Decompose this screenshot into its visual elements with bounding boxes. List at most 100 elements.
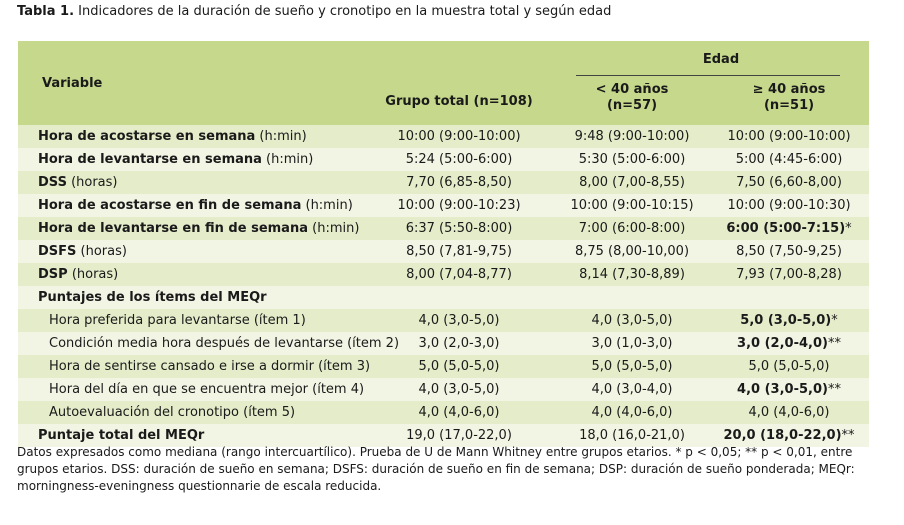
table-row: Hora de levantarse en fin de semana (h:m… [18,217,869,240]
cell-ge40: 4,0 (3,0-5,0)** [709,382,869,397]
row-label-text: (horas) [67,267,119,282]
row-label: Autoevaluación del cronotipo (ítem 5) [49,405,295,420]
row-label-text: (h:min) [255,129,307,144]
significance-marker: ** [827,336,841,351]
significance-marker: * [845,221,852,236]
cell-ge40: 4,0 (4,0-6,0) [709,405,869,420]
row-label-text: (h:min) [301,198,353,213]
cell-ge40-value: 6:00 (5:00-7:15) [726,221,846,236]
cell-lt40: 5:30 (5:00-6:00) [578,152,686,167]
table-row: Hora de sentirse cansado e irse a dormir… [18,355,869,378]
header-edad-rule [576,75,840,76]
cell-ge40-value: 10:00 (9:00-10:30) [727,198,851,213]
table-row: Hora de acostarse en fin de semana (h:mi… [18,194,869,217]
header-lt40: < 40 años (n=57) [555,82,709,114]
cell-ge40: 5,0 (3,0-5,0)* [709,313,869,328]
table-row: Hora del día en que se encuentra mejor (… [18,378,869,401]
row-label: DSFS (horas) [38,244,127,259]
row-label: Hora de sentirse cansado e irse a dormir… [49,359,370,374]
cell-group-total: 4,0 (3,0-5,0) [418,382,500,397]
cell-group-total: 3,0 (2,0-3,0) [418,336,500,351]
table-footnote: Datos expresados como mediana (rango int… [17,445,855,493]
table-row: DSP (horas) 8,00 (7,04-8,77) 8,14 (7,30-8,… [18,263,869,286]
table-row: DSFS (horas) 8,50 (7,81-9,75) 8,75 (8,00-1… [18,240,869,263]
cell-ge40: 5:00 (4:45-6:00) [709,152,869,167]
table-row: Puntajes de los ítems del MEQr [18,286,869,309]
table-row: Hora de levantarse en semana (h:min) 5:24… [18,148,869,171]
data-table: Variable Edad Grupo total (n=108) < 40 a… [18,41,869,447]
header-ge40-label: ≥ 40 años [752,82,826,97]
row-label-text: (h:min) [261,152,314,167]
row-label: Hora de levantarse en fin de semana (h:m… [38,221,359,236]
row-label-bold: DSP [38,267,68,282]
row-label-text: Hora de sentirse cansado e irse a dormir… [49,359,371,374]
table-header: Variable Edad Grupo total (n=108) < 40 a… [18,41,869,125]
header-variable: Variable [42,76,103,91]
cell-group-total: 5,0 (5,0-5,0) [418,359,500,374]
row-label: Hora preferida para levantarse (ítem 1) [49,313,306,328]
row-label-text: (horas) [76,244,127,259]
table-body: Hora de acostarse en semana (h:min) 10:00… [18,125,869,447]
cell-group-total: 10:00 (9:00-10:23) [397,198,521,213]
cell-ge40: 8,50 (7,50-9,25) [709,244,869,259]
significance-marker: ** [827,382,841,397]
cell-group-total: 6:37 (5:50-8:00) [405,221,513,236]
cell-ge40: 5,0 (5,0-5,0) [709,359,869,374]
cell-group-total: 5:24 (5:00-6:00) [405,152,513,167]
table-row: Hora de acostarse en semana (h:min) 10:00… [18,125,869,148]
cell-lt40: 10:00 (9:00-10:15) [570,198,694,213]
cell-lt40: 4,0 (3,0-5,0) [591,313,673,328]
table-row: Condición media hora después de levantar… [18,332,869,355]
header-lt40-n: (n=57) [606,98,658,113]
header-lt40-label: < 40 años [595,82,669,97]
row-label-text: Hora del día en que se encuentra mejor (… [49,382,365,397]
header-ge40-n: (n=51) [763,98,815,113]
cell-group-total: 4,0 (4,0-6,0) [418,405,500,420]
cell-ge40: 7,93 (7,00-8,28) [709,267,869,282]
row-label-bold: Hora de levantarse en semana [38,152,262,167]
row-label-bold: Puntajes de los ítems del MEQr [38,290,267,305]
cell-ge40-value: 4,0 (4,0-6,0) [748,405,830,420]
cell-ge40-value: 10:00 (9:00-10:00) [727,129,851,144]
row-label-text: (h:min) [308,221,360,236]
row-label-text: Hora preferida para levantarse (ítem 1) [49,313,306,328]
cell-ge40: 20,0 (18,0-22,0)** [709,428,869,443]
table-row: DSS (horas) 7,70 (6,85-8,50) 8,00 (7,00-8,… [18,171,869,194]
row-label: Hora de acostarse en semana (h:min) [38,129,307,144]
cell-ge40: 7,50 (6,60-8,00) [709,175,869,190]
table-title: Tabla 1. Indicadores de la duración de s… [17,4,611,19]
row-label-bold: DSFS [38,244,77,259]
row-label-bold: Puntaje total del MEQr [38,428,205,443]
row-label: Puntaje total del MEQr [38,428,204,443]
row-label: Puntajes de los ítems del MEQr [38,290,267,305]
table-number: Tabla 1. [17,4,75,19]
row-label: Condición media hora después de levantar… [49,336,399,351]
cell-ge40: 6:00 (5:00-7:15)* [709,221,869,236]
cell-group-total: 19,0 (17,0-22,0) [406,428,512,443]
cell-lt40: 18,0 (16,0-21,0) [579,428,685,443]
row-label: Hora de acostarse en fin de semana (h:mi… [38,198,353,213]
cell-group-total: 8,50 (7,81-9,75) [406,244,512,259]
cell-ge40: 10:00 (9:00-10:00) [709,129,869,144]
cell-ge40-value: 5,0 (5,0-5,0) [748,359,830,374]
cell-group-total: 8,00 (7,04-8,77) [406,267,512,282]
header-ge40: ≥ 40 años (n=51) [709,82,869,114]
row-label-bold: Hora de acostarse en semana [38,129,256,144]
cell-ge40: 3,0 (2,0-4,0)** [709,336,869,351]
cell-ge40-value: 5:00 (4:45-6:00) [735,152,843,167]
row-label-text: Autoevaluación del cronotipo (ítem 5) [49,405,296,420]
significance-marker: * [831,313,838,328]
cell-group-total: 10:00 (9:00-10:00) [397,129,521,144]
table-row: Autoevaluación del cronotipo (ítem 5) 4,0… [18,401,869,424]
row-label: Hora del día en que se encuentra mejor (… [49,382,364,397]
cell-ge40-value: 20,0 (18,0-22,0) [723,428,842,443]
cell-lt40: 8,00 (7,00-8,55) [579,175,685,190]
row-label: Hora de levantarse en semana (h:min) [38,152,313,167]
cell-ge40-value: 7,50 (6,60-8,00) [736,175,842,190]
cell-group-total: 4,0 (3,0-5,0) [418,313,500,328]
cell-lt40: 4,0 (3,0-4,0) [591,382,673,397]
table-caption: Indicadores de la duración de sueño y cr… [78,4,612,19]
cell-lt40: 8,14 (7,30-8,89) [579,267,685,282]
cell-lt40: 3,0 (1,0-3,0) [591,336,673,351]
row-label-bold: DSS [38,175,67,190]
